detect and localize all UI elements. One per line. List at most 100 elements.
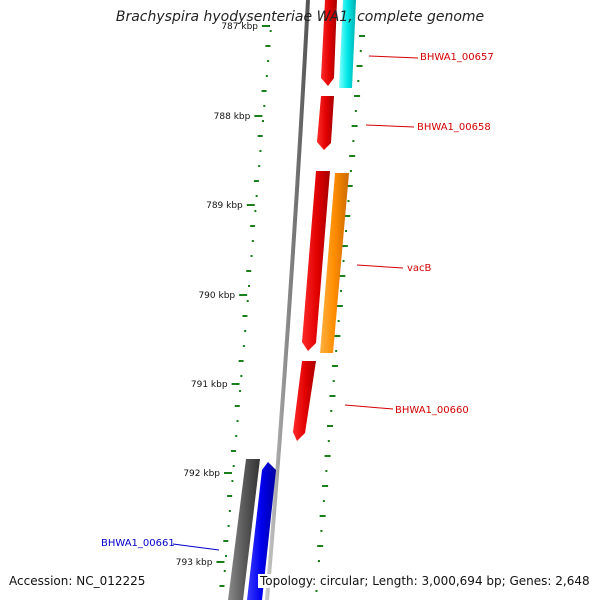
gc-skew-tick — [317, 545, 324, 547]
gc-skew-tick — [315, 590, 318, 592]
gc-skew-tick — [331, 365, 338, 367]
ruler-tick-label: 793 kbp — [176, 558, 213, 568]
gc-skew-tick — [329, 395, 336, 397]
gc-content-tick — [254, 210, 257, 212]
leader-line — [344, 404, 394, 410]
gc-skew-tick — [352, 140, 355, 142]
gc-skew-tick — [339, 275, 346, 277]
genome-summary-text: Topology: circular; Length: 3,000,694 bp… — [258, 574, 592, 588]
gc-content-tick — [240, 375, 243, 377]
ruler-tick-label: 792 kbp — [183, 469, 220, 479]
leader-line — [172, 543, 220, 551]
gc-content-tick — [269, 30, 272, 32]
map-title: Brachyspira hyodysenteriae WA1, complete… — [115, 9, 485, 25]
gc-content-tick — [258, 165, 261, 167]
gc-content-tick — [242, 345, 245, 347]
gc-content-tick — [261, 90, 267, 92]
gray-feature[interactable] — [228, 459, 260, 600]
gene-features — [228, 0, 356, 600]
gc-skew-tick — [334, 335, 341, 337]
gc-content-tick — [242, 315, 248, 317]
gc-content-tick — [239, 390, 242, 392]
gc-skew-tick — [347, 200, 350, 202]
gene-labels: BHWA1_00657 BHWA1_00658 vacB BHWA1_00660… — [101, 52, 494, 551]
gc-content-tick — [238, 360, 244, 362]
genome-backbone — [265, 0, 310, 600]
gc-skew-tick — [341, 245, 348, 247]
gc-skew-tick — [330, 410, 333, 412]
gc-content-tick — [251, 240, 254, 242]
gene-label-BHWA1_00661[interactable]: BHWA1_00661 — [101, 538, 175, 549]
gc-skew-tick — [354, 110, 357, 112]
gc-content-tick — [219, 585, 225, 587]
gene-arrow-vacB[interactable] — [302, 171, 330, 351]
gene-label-vacB[interactable]: vacB — [407, 263, 432, 274]
gc-skew-tick — [356, 65, 363, 67]
accession-text: Accession: NC_012225 — [7, 574, 148, 588]
ruler-tick-label: 787 kbp — [221, 22, 258, 32]
gc-skew-tick — [335, 350, 338, 352]
orange-feature[interactable] — [320, 173, 349, 353]
gc-skew-tick — [340, 290, 343, 292]
gc-skew-tick — [359, 35, 365, 37]
gc-skew-tick — [325, 470, 328, 472]
gc-skew-tick — [345, 230, 348, 232]
gc-skew-tick — [320, 530, 323, 532]
gene-label-BHWA1_00657[interactable]: BHWA1_00657 — [420, 52, 494, 63]
gc-content-tick — [262, 120, 265, 122]
gc-content-tick — [225, 555, 228, 557]
gc-content-tick — [231, 480, 234, 482]
gc-content-tick — [250, 225, 256, 227]
gc-content-tick — [259, 150, 262, 152]
gene-arrow-BHWA1_00657[interactable] — [321, 0, 337, 86]
gc-skew-tick — [359, 50, 362, 52]
leader-line — [365, 124, 415, 128]
gc-content-tick — [223, 540, 229, 542]
gc-content-tick — [253, 180, 259, 182]
gc-content-tick — [246, 270, 252, 272]
ruler-tick-label: 791 kbp — [191, 380, 228, 390]
gc-content-tick — [267, 60, 270, 62]
gc-skew-tick — [322, 485, 329, 487]
gc-skew-tick — [351, 125, 358, 127]
gc-content-tick — [250, 255, 253, 257]
ruler-tick-label: 788 kbp — [214, 112, 251, 122]
gene-label-BHWA1_00658[interactable]: BHWA1_00658 — [417, 122, 491, 133]
gc-content-tick — [246, 300, 249, 302]
gc-skew-tick — [327, 425, 334, 427]
gc-skew-tick — [319, 515, 326, 517]
leader-line — [356, 264, 404, 269]
gc-skew-tick — [332, 380, 335, 382]
gc-content-tick — [255, 195, 258, 197]
gc-skew-tick — [337, 320, 340, 322]
gc-skew-tick — [349, 170, 352, 172]
gc-content-tick — [236, 420, 239, 422]
gc-content-tick — [247, 285, 250, 287]
gc-content-tick — [257, 135, 263, 137]
gc-content-tick — [230, 450, 236, 452]
ruler-tick-label: 790 kbp — [198, 291, 235, 301]
gc-skew-tick — [336, 305, 343, 307]
gc-skew-tick — [349, 155, 356, 157]
cyan-feature[interactable] — [339, 0, 356, 88]
gc-content-tick — [227, 525, 230, 527]
gene-arrow-BHWA1_00658[interactable] — [317, 96, 334, 150]
ruler-tick-label: 789 kbp — [206, 201, 243, 211]
gene-arrow-BHWA1_00661[interactable] — [247, 462, 276, 600]
gc-content-tick — [227, 495, 233, 497]
gc-skew-tick — [346, 185, 353, 187]
gc-content-tick — [232, 465, 235, 467]
gc-skew-tick — [344, 215, 351, 217]
gc-content-tick — [228, 510, 231, 512]
gc-content-tick — [235, 435, 238, 437]
gc-skew-tick — [357, 80, 360, 82]
gc-skew-tick — [354, 95, 361, 97]
gc-content-tick — [244, 330, 247, 332]
gene-arrow-BHWA1_00660[interactable] — [293, 361, 316, 441]
gc-content-ticks — [219, 30, 272, 587]
gc-skew-tick — [317, 560, 320, 562]
gc-content-tick — [223, 570, 226, 572]
gene-label-BHWA1_00660[interactable]: BHWA1_00660 — [395, 405, 469, 416]
gc-skew-tick — [327, 440, 330, 442]
